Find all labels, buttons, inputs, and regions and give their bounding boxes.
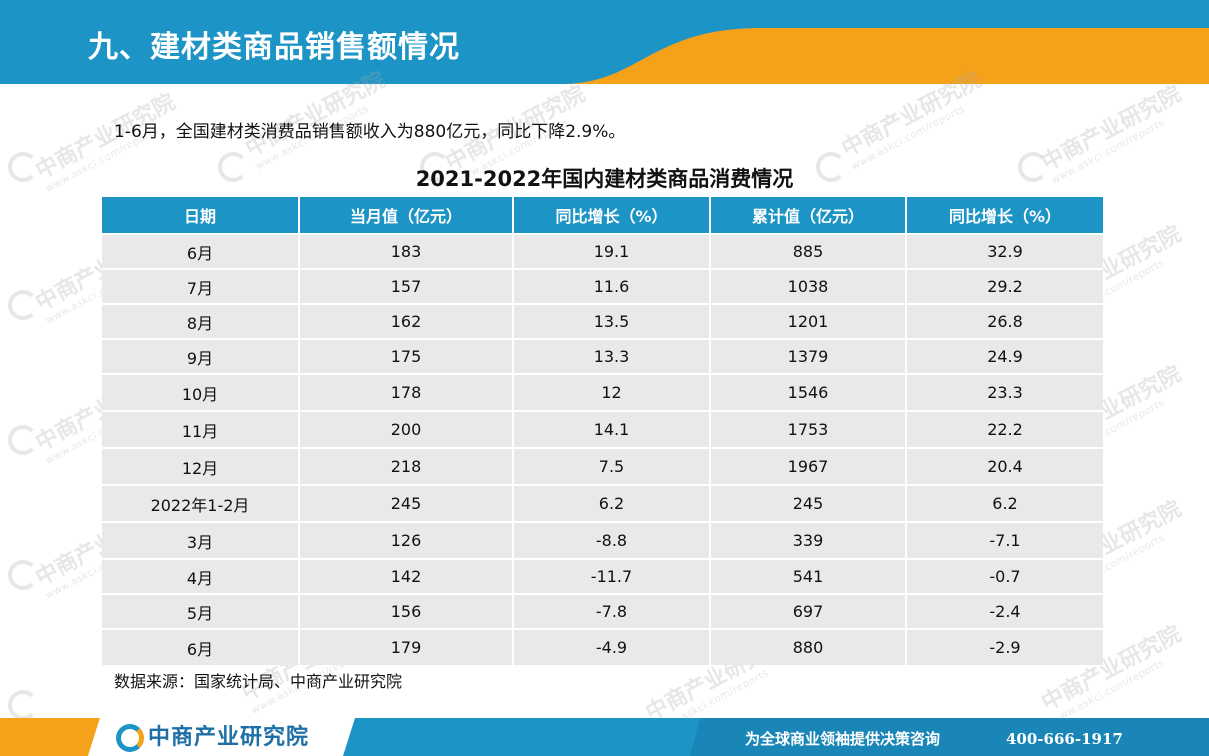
- table-cell: 23.3: [906, 373, 1103, 411]
- table-row: 11月 200 14.1 1753 22.2: [102, 410, 1103, 448]
- table-cell: 12月: [102, 447, 300, 485]
- table-cell: 183: [299, 233, 514, 269]
- footer-slogan: 为全球商业领袖提供决策咨询: [745, 730, 941, 748]
- table-cell: 19.1: [513, 233, 711, 269]
- table-cell: 6月: [102, 628, 300, 665]
- table-cell: 179: [299, 628, 514, 665]
- table-row: 10月 178 12 1546 23.3: [102, 373, 1103, 411]
- table-cell: -2.9: [906, 628, 1103, 665]
- table-row: 6月 183 19.1 885 32.9: [102, 233, 1103, 269]
- table-cell: 1379: [710, 338, 907, 374]
- table-cell: 10月: [102, 373, 300, 411]
- intro-text: 1-6月，全国建材类消费品销售额收入为880亿元，同比下降2.9%。: [114, 122, 626, 142]
- column-header-monthly-growth: 同比增长（%）: [513, 197, 711, 234]
- table-cell: -7.1: [906, 521, 1103, 559]
- table-cell: 20.4: [906, 447, 1103, 485]
- column-header-cumulative-growth: 同比增长（%）: [906, 197, 1103, 234]
- table-title: 2021-2022年国内建材类商品消费情况: [415, 167, 794, 191]
- table-cell: -0.7: [906, 558, 1103, 594]
- table-cell: 7.5: [513, 447, 711, 485]
- table-cell: 157: [299, 268, 514, 304]
- table-cell: 13.3: [513, 338, 711, 374]
- table-row: 8月 162 13.5 1201 26.8: [102, 303, 1103, 339]
- table-cell: 245: [299, 484, 514, 522]
- table-cell: 6月: [102, 233, 300, 269]
- watermark-logo-icon: [8, 690, 38, 720]
- table-row: 4月 142 -11.7 541 -0.7: [102, 558, 1103, 594]
- table-cell: -4.9: [513, 628, 711, 665]
- table-cell: 2022年1-2月: [102, 484, 300, 522]
- watermark-logo-icon: [8, 425, 38, 455]
- table-cell: 178: [299, 373, 514, 411]
- table-cell: 1753: [710, 410, 907, 448]
- table-cell: 1201: [710, 303, 907, 339]
- footer-banner: 中商产业研究院 为全球商业领袖提供决策咨询 400-666-1917: [0, 718, 1209, 756]
- table-cell: 200: [299, 410, 514, 448]
- table-cell: 6.2: [513, 484, 711, 522]
- header-background: [0, 0, 1209, 84]
- table-cell: 8月: [102, 303, 300, 339]
- table-row: 2022年1-2月 245 6.2 245 6.2: [102, 484, 1103, 522]
- table-cell: 9月: [102, 338, 300, 374]
- sales-table: 日期 当月值（亿元） 同比增长（%） 累计值（亿元） 同比增长（%） 6月 18…: [102, 197, 1103, 665]
- table-cell: 26.8: [906, 303, 1103, 339]
- table-cell: -11.7: [513, 558, 711, 594]
- table-cell: 1038: [710, 268, 907, 304]
- table-row: 5月 156 -7.8 697 -2.4: [102, 593, 1103, 629]
- footer-phone: 400-666-1917: [1006, 730, 1123, 748]
- column-header-cumulative-value: 累计值（亿元）: [710, 197, 907, 234]
- footer-background: [0, 718, 1209, 756]
- table-cell: 697: [710, 593, 907, 629]
- table-row: 6月 179 -4.9 880 -2.9: [102, 628, 1103, 665]
- table-cell: -8.8: [513, 521, 711, 559]
- table-cell: 14.1: [513, 410, 711, 448]
- table-row: 12月 218 7.5 1967 20.4: [102, 447, 1103, 485]
- table-header-row: 日期 当月值（亿元） 同比增长（%） 累计值（亿元） 同比增长（%）: [102, 197, 1103, 234]
- table-row: 7月 157 11.6 1038 29.2: [102, 268, 1103, 304]
- page-title: 九、建材类商品销售额情况: [88, 30, 460, 65]
- watermark-logo-icon: [8, 560, 38, 590]
- column-header-monthly-value: 当月值（亿元）: [299, 197, 514, 234]
- table-cell: 162: [299, 303, 514, 339]
- table-cell: 22.2: [906, 410, 1103, 448]
- table-cell: 6.2: [906, 484, 1103, 522]
- table-cell: 11月: [102, 410, 300, 448]
- table-cell: 5月: [102, 593, 300, 629]
- table-cell: 3月: [102, 521, 300, 559]
- table-cell: 12: [513, 373, 711, 411]
- column-header-date: 日期: [102, 197, 300, 234]
- table-cell: 29.2: [906, 268, 1103, 304]
- table-cell: 142: [299, 558, 514, 594]
- table-cell: 1967: [710, 447, 907, 485]
- table-cell: 880: [710, 628, 907, 665]
- company-logo-text: 中商产业研究院: [148, 725, 310, 750]
- table-cell: 156: [299, 593, 514, 629]
- header-banner: 九、建材类商品销售额情况: [0, 0, 1209, 84]
- table-cell: 4月: [102, 558, 300, 594]
- table-cell: 126: [299, 521, 514, 559]
- data-source-note: 数据来源：国家统计局、中商产业研究院: [114, 672, 403, 691]
- table-cell: 11.6: [513, 268, 711, 304]
- table-cell: 541: [710, 558, 907, 594]
- table-cell: 24.9: [906, 338, 1103, 374]
- table-cell: -2.4: [906, 593, 1103, 629]
- company-logo-icon: [116, 724, 144, 752]
- table-cell: 13.5: [513, 303, 711, 339]
- table-cell: 1546: [710, 373, 907, 411]
- table-cell: 7月: [102, 268, 300, 304]
- watermark-logo-icon: [8, 290, 38, 320]
- table-cell: 218: [299, 447, 514, 485]
- table-cell: 339: [710, 521, 907, 559]
- table-row: 9月 175 13.3 1379 24.9: [102, 338, 1103, 374]
- table-cell: -7.8: [513, 593, 711, 629]
- table-cell: 245: [710, 484, 907, 522]
- table-cell: 885: [710, 233, 907, 269]
- table-cell: 32.9: [906, 233, 1103, 269]
- table-row: 3月 126 -8.8 339 -7.1: [102, 521, 1103, 559]
- table-cell: 175: [299, 338, 514, 374]
